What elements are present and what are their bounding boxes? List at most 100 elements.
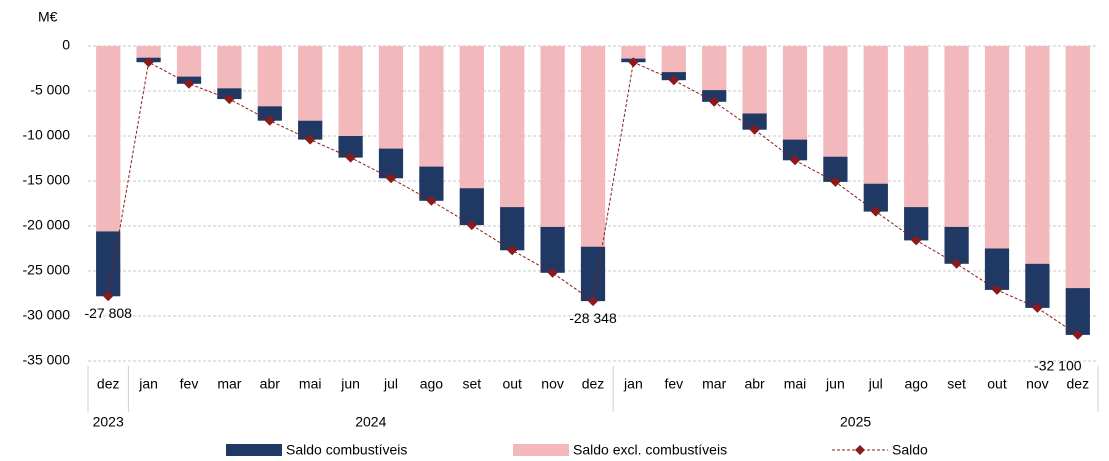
bar xyxy=(500,207,525,251)
x-tick-label: jul xyxy=(868,376,883,392)
x-tick-label: dez xyxy=(97,376,120,392)
marker xyxy=(507,245,518,256)
x-tick-label: mar xyxy=(702,376,726,392)
bar xyxy=(984,46,1010,249)
y-tick-label: -20 000 xyxy=(23,217,71,233)
x-tick-label: jan xyxy=(138,376,158,392)
bar xyxy=(459,46,484,189)
x-tick-label: jun xyxy=(825,376,845,392)
bar xyxy=(984,248,1010,290)
legend-swatch xyxy=(513,444,569,456)
marker xyxy=(345,152,356,163)
bar xyxy=(338,46,363,136)
marker xyxy=(588,296,598,307)
x-tick-label: out xyxy=(987,376,1007,392)
bar xyxy=(96,46,121,232)
y-axis-label: M€ xyxy=(38,9,58,25)
bar xyxy=(742,46,767,114)
bar xyxy=(338,136,363,158)
marker xyxy=(184,78,194,89)
bar xyxy=(823,46,848,157)
marker xyxy=(1072,329,1083,340)
marker xyxy=(870,206,881,217)
bar xyxy=(580,246,606,302)
legend-marker xyxy=(855,445,865,455)
bar xyxy=(217,46,242,89)
marker xyxy=(790,155,800,166)
x-tick-label: mai xyxy=(299,376,322,392)
data-label: -27 808 xyxy=(84,305,132,321)
data-label: -28 348 xyxy=(569,310,617,326)
bar xyxy=(904,46,929,208)
bar xyxy=(944,226,969,264)
marker xyxy=(305,134,316,145)
bar xyxy=(419,166,444,201)
marker xyxy=(264,115,275,126)
data-label: -32 100 xyxy=(1034,358,1082,374)
bar xyxy=(176,46,202,77)
bar xyxy=(298,46,323,121)
x-tick-label: abr xyxy=(744,376,765,392)
bar xyxy=(217,88,242,100)
x-tick-label: nov xyxy=(1026,376,1049,392)
bar xyxy=(782,46,808,140)
x-tick-label: out xyxy=(502,376,522,392)
marker xyxy=(426,195,437,206)
x-tick-label: mar xyxy=(217,376,241,392)
bar xyxy=(1065,46,1090,289)
bar xyxy=(540,46,565,227)
legend-label: Saldo combustíveis xyxy=(286,442,407,458)
x-tick-label: fev xyxy=(664,376,683,392)
x-tick-label: fev xyxy=(180,376,199,392)
bar xyxy=(459,188,484,226)
marker xyxy=(628,57,639,68)
y-tick-label: -25 000 xyxy=(23,262,71,278)
legend-swatch xyxy=(226,444,282,456)
marker xyxy=(951,258,962,269)
x-tick-label: abr xyxy=(260,376,281,392)
bar xyxy=(702,90,727,102)
group-label: 2025 xyxy=(840,414,871,430)
bar xyxy=(661,46,686,73)
marker xyxy=(466,220,477,231)
group-label: 2023 xyxy=(93,414,124,430)
x-tick-label: jun xyxy=(340,376,360,392)
bar xyxy=(1065,288,1090,335)
group-label: 2024 xyxy=(355,414,386,430)
x-tick-label: ago xyxy=(420,376,444,392)
y-tick-label: -10 000 xyxy=(23,127,71,143)
marker xyxy=(1032,302,1043,313)
marker xyxy=(143,57,154,68)
bar xyxy=(702,46,727,91)
bar xyxy=(580,46,606,247)
bar xyxy=(136,46,161,58)
x-tick-label: mai xyxy=(784,376,807,392)
y-tick-label: 0 xyxy=(62,37,70,53)
x-tick-label: dez xyxy=(582,376,605,392)
x-tick-label: jul xyxy=(383,376,398,392)
bar xyxy=(378,46,404,149)
x-tick-label: ago xyxy=(905,376,929,392)
bar xyxy=(540,226,565,273)
marker xyxy=(547,267,558,278)
legend-label: Saldo excl. combustíveis xyxy=(573,442,727,458)
legend-label: Saldo xyxy=(892,442,928,458)
bar xyxy=(863,46,888,184)
x-tick-label: set xyxy=(462,376,481,392)
marker xyxy=(911,235,922,246)
marker xyxy=(709,96,720,107)
bar xyxy=(944,46,969,227)
x-tick-label: set xyxy=(947,376,966,392)
y-tick-label: -30 000 xyxy=(23,307,71,323)
bar xyxy=(1025,263,1050,308)
marker xyxy=(668,75,679,86)
marker xyxy=(992,284,1002,295)
marker xyxy=(103,291,114,302)
marker xyxy=(749,124,760,135)
y-tick-label: -35 000 xyxy=(23,352,71,368)
bar xyxy=(419,46,444,167)
marker xyxy=(830,176,841,187)
bar xyxy=(96,231,121,297)
bar xyxy=(298,120,323,140)
